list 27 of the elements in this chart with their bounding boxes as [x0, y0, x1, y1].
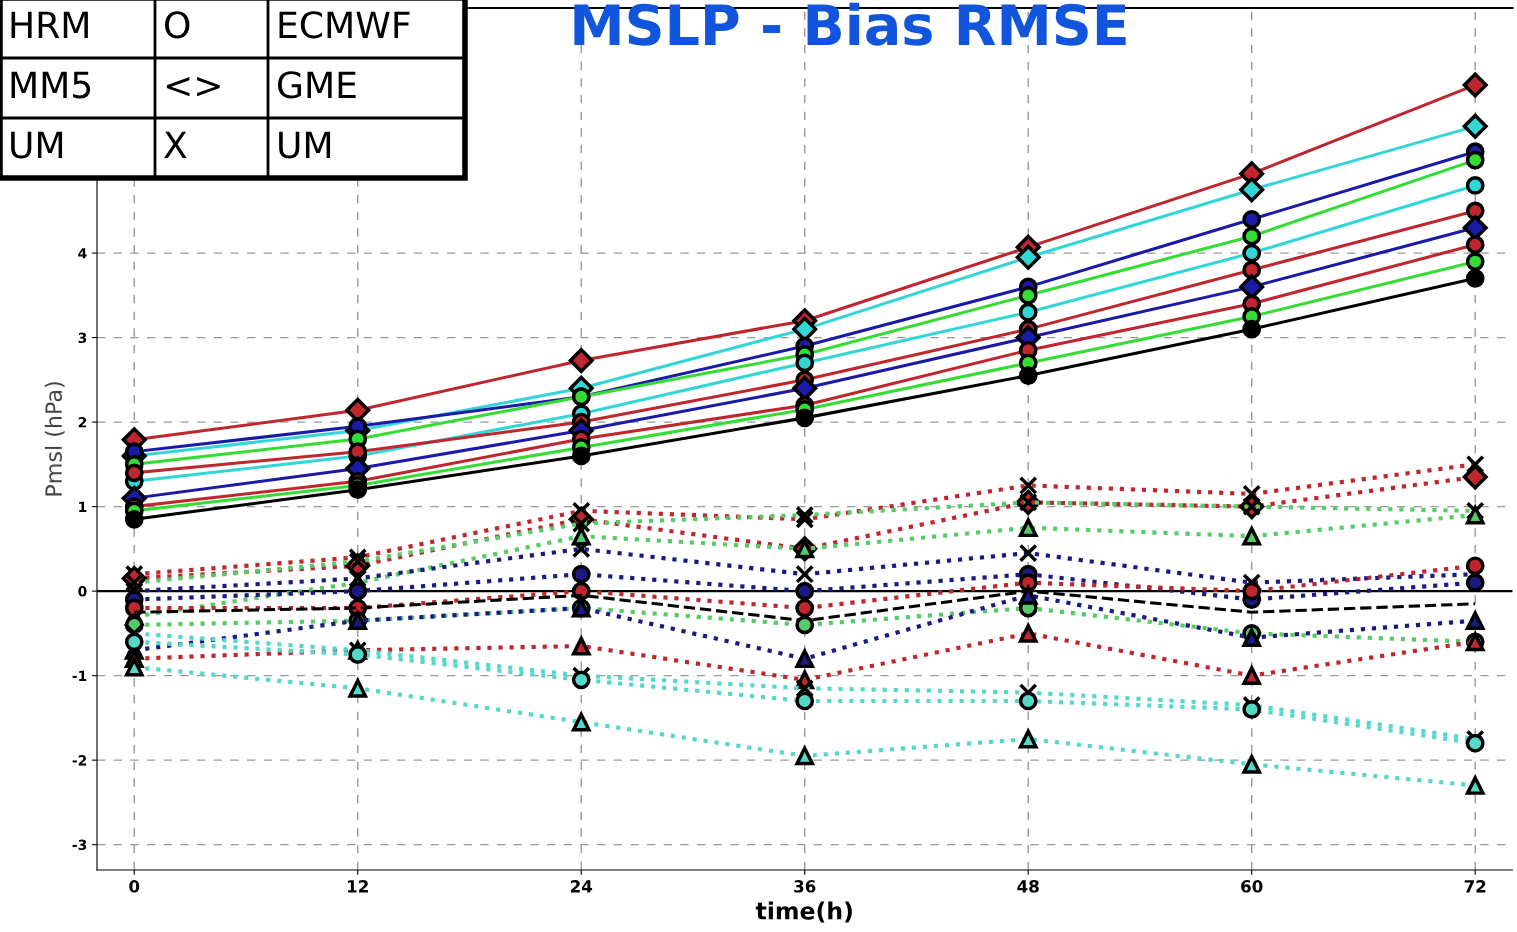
x-tick-label: 36 — [794, 880, 816, 893]
x-tick-label: 60 — [1241, 880, 1263, 893]
x-axis-title: time(h) — [755, 901, 852, 923]
y-tick-label: 3 — [78, 332, 87, 344]
annotation: ECMWF — [279, 11, 410, 39]
y-tick-label: -1 — [72, 670, 87, 681]
annotation: UM — [279, 131, 331, 159]
x-tick-label: 0 — [129, 880, 140, 893]
y-tick-label: 0 — [78, 586, 87, 597]
y-tick-label: -3 — [72, 839, 87, 851]
annotation: X — [164, 131, 187, 158]
y-tick-label: -2 — [72, 755, 87, 766]
x-tick-label: 48 — [1017, 880, 1039, 893]
y-tick-label: 1 — [79, 501, 87, 512]
y-tick-label: 2 — [78, 417, 87, 428]
x-tick-label: 12 — [348, 880, 368, 893]
text: UM — [11, 131, 63, 159]
annotation: <> — [166, 76, 220, 97]
y-axis-title: Pmsl (hPa) — [44, 382, 65, 496]
chart-title: MSLP - Bias RMSE — [574, 2, 1126, 46]
annotation: GME — [278, 71, 356, 99]
text: MM5 — [11, 71, 91, 99]
annotation: O — [165, 11, 190, 39]
x-tick-label: 72 — [1464, 880, 1486, 893]
text: HRM — [11, 11, 88, 38]
x-tick-label: 24 — [570, 880, 593, 893]
y-tick-label: 4 — [78, 248, 87, 259]
